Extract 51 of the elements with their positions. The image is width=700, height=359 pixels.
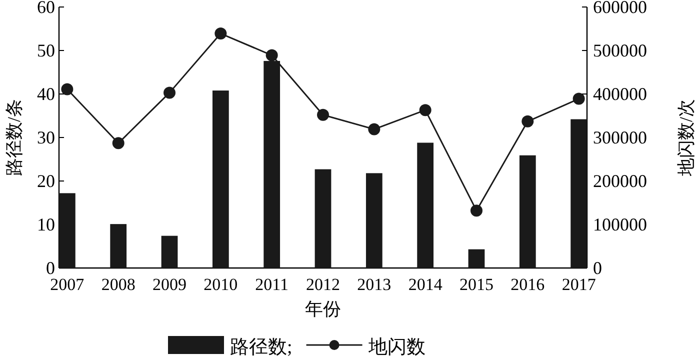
x-tick-label: 2008 bbox=[101, 275, 136, 294]
point bbox=[164, 86, 176, 99]
x-tick-label: 2016 bbox=[510, 275, 545, 294]
point bbox=[522, 115, 534, 128]
point bbox=[61, 83, 74, 96]
x-tick-label: 2013 bbox=[357, 275, 392, 294]
point bbox=[266, 49, 278, 62]
x-tick-label: 2009 bbox=[152, 275, 187, 294]
bar bbox=[366, 173, 382, 268]
y2-tick-label: 200000 bbox=[593, 171, 647, 191]
bar bbox=[161, 236, 178, 268]
x-axis-title: 年份 bbox=[305, 299, 341, 319]
bar bbox=[417, 142, 434, 268]
x-tick-label: 2012 bbox=[306, 275, 340, 294]
x-tick-label: 2014 bbox=[408, 275, 443, 294]
point bbox=[112, 137, 124, 150]
bar bbox=[314, 169, 332, 268]
legend-label: 地闪数 bbox=[367, 337, 426, 358]
y-tick-label: 20 bbox=[37, 171, 55, 191]
y-tick-label: 40 bbox=[37, 84, 55, 104]
x-tick-label: 2010 bbox=[204, 275, 238, 294]
x-tick-label: 2017 bbox=[562, 275, 596, 294]
x-tick-label: 2011 bbox=[255, 275, 289, 294]
bar bbox=[110, 224, 127, 268]
y2-axis-title: 地闪数/次 bbox=[676, 98, 696, 178]
point bbox=[317, 108, 329, 121]
y2-tick-label: 500000 bbox=[593, 40, 647, 60]
bar bbox=[519, 155, 536, 268]
y-tick-label: 10 bbox=[37, 214, 55, 234]
bar bbox=[212, 90, 229, 268]
y-tick-label: 0 bbox=[46, 258, 55, 278]
y2-tick-label: 100000 bbox=[593, 214, 647, 234]
bar bbox=[468, 249, 485, 268]
x-tick-label: 2007 bbox=[50, 275, 85, 294]
y2-tick-label: 0 bbox=[593, 258, 602, 278]
point bbox=[470, 204, 482, 217]
x-tick-label: 2015 bbox=[459, 275, 494, 294]
y2-tick-label: 300000 bbox=[593, 128, 647, 148]
bar bbox=[570, 119, 587, 268]
point bbox=[368, 123, 380, 136]
bar bbox=[59, 193, 76, 268]
y-tick-label: 60 bbox=[37, 0, 55, 17]
point bbox=[214, 28, 227, 40]
y-tick-label: 30 bbox=[37, 128, 55, 148]
point bbox=[419, 104, 432, 116]
legend-label: 路径数; bbox=[230, 337, 292, 358]
y-tick-label: 50 bbox=[37, 40, 55, 60]
y2-tick-label: 400000 bbox=[593, 84, 647, 104]
y2-tick-label: 600000 bbox=[593, 0, 647, 17]
y-axis-title: 路径数/条 bbox=[4, 98, 24, 176]
point bbox=[572, 92, 585, 105]
